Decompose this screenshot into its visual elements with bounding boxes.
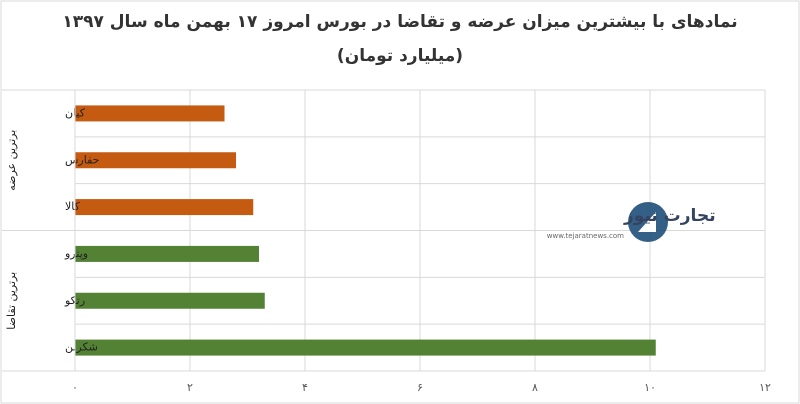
watermark-logo-mark	[638, 212, 656, 232]
y-tick-label: شکربن	[65, 341, 98, 354]
watermark-brand: تجارت نیوز	[623, 206, 716, 226]
chart-subtitle: (میلیارد تومان)	[337, 46, 463, 66]
y-tick-label: حفارس	[65, 153, 99, 166]
bar	[75, 199, 254, 216]
x-tick-label: ۸	[532, 381, 538, 394]
x-tick-label: ۲	[187, 381, 193, 394]
x-tick-label: ۱۰	[644, 381, 656, 394]
bar	[75, 292, 265, 309]
x-tick-label: ۰	[72, 381, 78, 394]
group-label: برترین تقاضا	[5, 272, 18, 330]
group-label: برترین عرضه	[5, 130, 18, 191]
bar	[75, 105, 225, 122]
bar	[75, 339, 656, 356]
y-tick-label: وپترو	[64, 247, 88, 260]
x-tick-label: ۱۲	[759, 381, 771, 394]
x-tick-label: ۴	[302, 381, 308, 394]
watermark: تجارت نیوز www.tejaratnews.com	[547, 202, 716, 242]
watermark-url: www.tejaratnews.com	[547, 232, 624, 240]
bar	[75, 152, 236, 169]
chart-title: نمادهای با بیشترین میزان عرضه و تقاضا در…	[62, 12, 737, 32]
y-tick-label: کالا	[65, 200, 81, 213]
bar	[75, 245, 259, 262]
x-tick-label: ۶	[417, 381, 423, 394]
